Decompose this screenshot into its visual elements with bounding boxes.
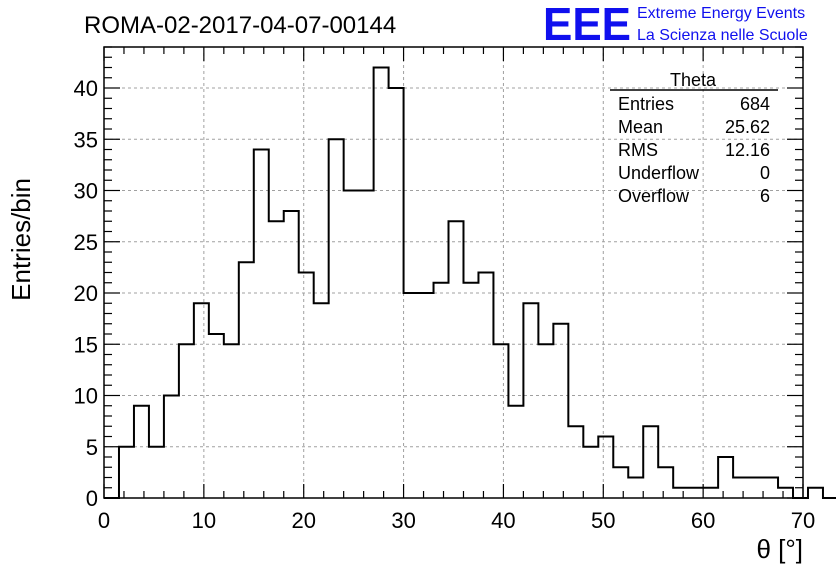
- histogram-bin-16: [344, 191, 359, 499]
- histogram-bin-2: [134, 406, 149, 498]
- y-tick-label-1: 5: [86, 435, 98, 460]
- histogram-bin-47: [808, 488, 823, 498]
- histogram-bin-7: [209, 334, 224, 498]
- histogram-bin-11: [269, 221, 284, 498]
- histogram-bin-39: [688, 488, 703, 498]
- stats-value-underflow: 0: [760, 163, 770, 183]
- stats-value-rms: 12.16: [725, 140, 770, 160]
- histogram-bin-4: [164, 396, 179, 499]
- histogram-bin-21: [419, 293, 434, 498]
- stats-value-mean: 25.62: [725, 117, 770, 137]
- plot-frame: [103, 46, 804, 499]
- stats-label-entries: Entries: [618, 94, 674, 114]
- histogram-bin-3: [149, 447, 164, 498]
- histogram-bin-17: [359, 191, 374, 499]
- x-axis-title: θ [°]: [756, 534, 803, 564]
- histogram-bin-35: [628, 478, 643, 499]
- stats-value-overflow: 6: [760, 186, 770, 206]
- histogram-bin-33: [598, 437, 613, 499]
- x-tick-labels: 0 10 20 30 40 50 60 70: [98, 508, 815, 533]
- stats-label-overflow: Overflow: [618, 186, 690, 206]
- histogram-bin-13: [299, 273, 314, 499]
- stats-label-mean: Mean: [618, 117, 663, 137]
- y-tick-label-2: 10: [74, 384, 98, 409]
- x-tick-label-3: 30: [391, 508, 415, 533]
- histogram-bin-24: [463, 283, 478, 498]
- histogram-bin-27: [508, 406, 523, 498]
- histogram-bin-25: [478, 273, 493, 499]
- histogram-bin-38: [673, 488, 688, 498]
- histogram-bin-5: [179, 344, 194, 498]
- x-tick-label-5: 50: [591, 508, 615, 533]
- y-tick-label-7: 35: [74, 127, 98, 152]
- histogram-bin-28: [523, 303, 538, 498]
- x-tick-label-6: 60: [691, 508, 715, 533]
- stats-label-underflow: Underflow: [618, 163, 700, 183]
- x-tick-label-4: 40: [491, 508, 515, 533]
- histogram-bin-8: [224, 344, 239, 498]
- chart-title: ROMA-02-2017-04-07-00144: [84, 12, 396, 39]
- x-tick-label-1: 10: [192, 508, 216, 533]
- stats-label-rms: RMS: [618, 140, 658, 160]
- y-axis-title: Entries/bin: [6, 178, 36, 301]
- stats-rows: Entries 684 Mean 25.62 RMS 12.16 Underflow 0 Ove…: [618, 94, 770, 206]
- y-tick-labels: 0 5 10 15 20 25 30 35 40: [74, 76, 98, 511]
- histogram-bin-19: [389, 88, 404, 498]
- histogram-bin-22: [434, 283, 449, 498]
- y-tick-label-4: 20: [74, 281, 98, 306]
- histogram-bin-26: [493, 344, 508, 498]
- histogram-bin-23: [449, 221, 464, 498]
- x-tick-label-7: 70: [791, 508, 815, 533]
- histogram-bin-6: [194, 303, 209, 498]
- histogram-bins: [104, 66, 836, 499]
- histogram-bin-12: [284, 211, 299, 498]
- histogram-bin-45: [778, 488, 793, 498]
- stats-box: Theta Entries 684 Mean 25.62 RMS 12.16 Underfl…: [610, 70, 778, 206]
- histogram-bin-34: [613, 467, 628, 498]
- histogram-outline: [104, 66, 836, 499]
- histogram-bin-14: [314, 303, 329, 498]
- y-tick-label-0: 0: [86, 486, 98, 511]
- histogram-bin-15: [329, 139, 344, 498]
- histogram-bin-44: [763, 478, 778, 499]
- histogram-bin-9: [239, 262, 254, 498]
- logo-line-2: La Scienza nelle Scuole: [637, 27, 808, 44]
- logo-line-1: Extreme Energy Events: [637, 5, 805, 22]
- histogram-bin-10: [254, 150, 269, 499]
- y-tick-label-8: 40: [74, 76, 98, 101]
- y-tick-label-5: 25: [74, 230, 98, 255]
- histogram-bin-31: [568, 426, 583, 498]
- histogram-bin-42: [733, 478, 748, 499]
- histogram-bin-18: [374, 68, 389, 499]
- histogram-bin-40: [703, 488, 718, 498]
- histogram-bin-36: [643, 426, 658, 498]
- stats-value-entries: 684: [740, 94, 770, 114]
- y-tick-label-6: 30: [74, 179, 98, 204]
- y-tick-label-3: 15: [74, 332, 98, 357]
- histogram-bin-41: [718, 457, 733, 498]
- grid: [104, 47, 803, 498]
- x-tick-label-0: 0: [98, 508, 110, 533]
- x-tick-label-2: 20: [291, 508, 315, 533]
- histogram-bin-32: [583, 447, 598, 498]
- histogram-bin-20: [404, 293, 419, 498]
- eee-logo: EEE: [543, 0, 631, 50]
- histogram-bin-37: [658, 467, 673, 498]
- histogram-bin-1: [119, 447, 134, 498]
- stats-title: Theta: [670, 70, 717, 90]
- histogram-bin-29: [538, 344, 553, 498]
- histogram-bin-43: [748, 478, 763, 499]
- histogram-bin-30: [553, 324, 568, 498]
